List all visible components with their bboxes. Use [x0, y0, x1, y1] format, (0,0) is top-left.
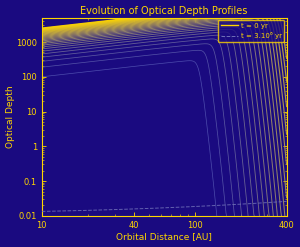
- Legend: t = 0 yr, t = 3.10⁶ yr: t = 0 yr, t = 3.10⁶ yr: [218, 20, 284, 42]
- X-axis label: Orbital Distance [AU]: Orbital Distance [AU]: [116, 232, 212, 242]
- Title: Evolution of Optical Depth Profiles: Evolution of Optical Depth Profiles: [80, 5, 248, 16]
- Y-axis label: Optical Depth: Optical Depth: [6, 85, 15, 148]
